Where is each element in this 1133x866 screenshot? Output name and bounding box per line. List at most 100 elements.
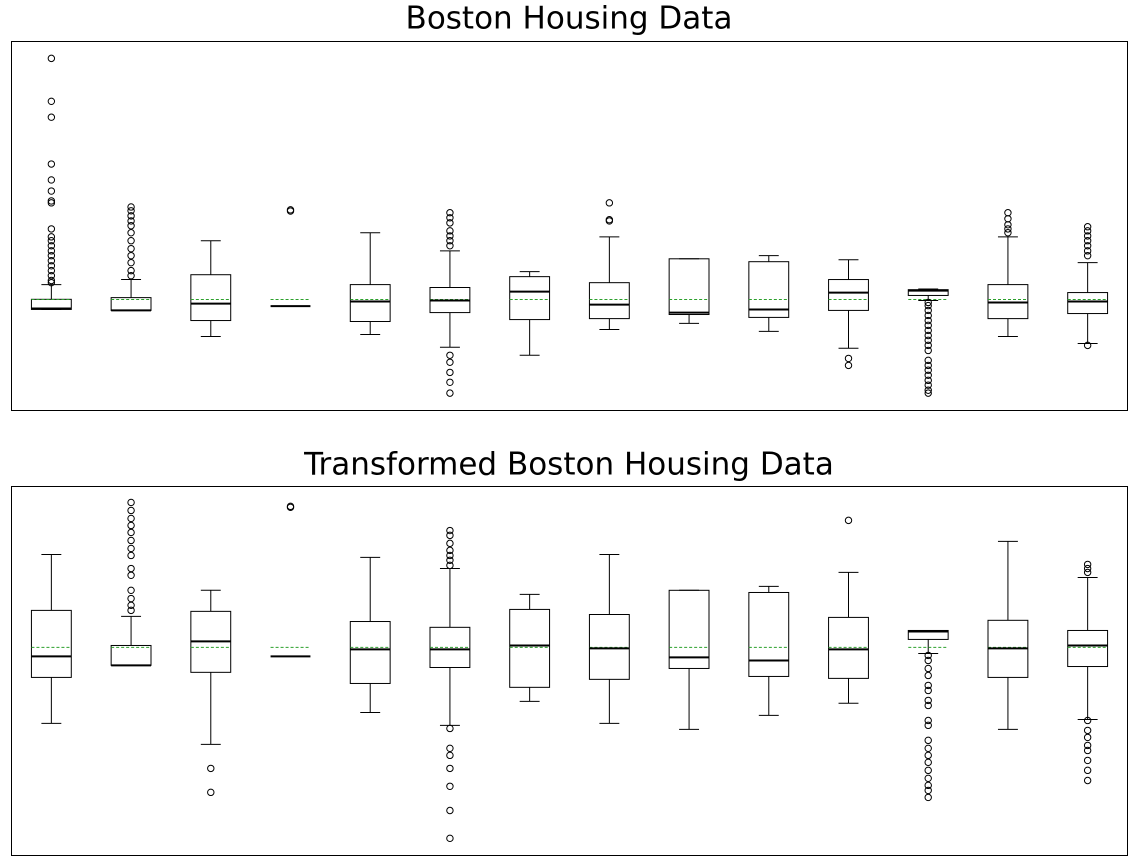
outlier bbox=[47, 278, 56, 287]
box bbox=[588, 282, 630, 320]
outlier bbox=[127, 606, 135, 615]
outlier bbox=[446, 378, 454, 386]
outlier bbox=[924, 766, 932, 775]
outlier bbox=[1083, 564, 1092, 573]
outlier bbox=[47, 97, 56, 106]
outlier bbox=[127, 564, 135, 573]
outlier bbox=[924, 696, 932, 705]
box bbox=[1067, 629, 1109, 668]
outlier bbox=[127, 244, 135, 253]
outlier bbox=[924, 751, 932, 760]
outlier bbox=[47, 160, 56, 168]
outlier bbox=[127, 586, 135, 595]
outlier bbox=[127, 498, 135, 507]
outlier bbox=[127, 571, 135, 580]
box bbox=[748, 261, 790, 318]
box bbox=[509, 276, 551, 321]
outlier bbox=[1083, 223, 1092, 231]
outlier bbox=[446, 782, 454, 790]
outlier bbox=[47, 266, 56, 275]
outlier bbox=[127, 212, 135, 220]
outlier bbox=[127, 203, 135, 211]
outlier bbox=[446, 551, 454, 560]
box bbox=[668, 258, 710, 316]
outlier bbox=[446, 232, 454, 240]
box bbox=[190, 274, 232, 322]
outlier bbox=[446, 834, 454, 843]
outlier bbox=[47, 187, 56, 195]
outlier bbox=[127, 594, 135, 603]
outlier bbox=[47, 262, 56, 270]
outlier bbox=[47, 113, 56, 121]
chart-title: Transformed Boston Housing Data bbox=[303, 447, 834, 483]
outlier bbox=[47, 237, 56, 245]
outlier bbox=[924, 316, 932, 325]
outlier bbox=[446, 546, 454, 555]
outlier bbox=[1083, 247, 1092, 255]
outlier bbox=[127, 551, 135, 560]
outlier bbox=[446, 744, 454, 753]
outlier bbox=[1004, 209, 1012, 217]
outlier bbox=[1083, 242, 1092, 250]
outlier bbox=[446, 214, 454, 222]
box bbox=[30, 609, 72, 678]
outlier bbox=[1083, 251, 1092, 260]
outlier bbox=[127, 544, 135, 553]
outlier bbox=[1004, 225, 1012, 233]
outlier bbox=[47, 233, 56, 241]
box bbox=[668, 589, 710, 669]
outlier bbox=[924, 781, 932, 790]
outlier bbox=[1004, 215, 1012, 223]
outlier bbox=[1083, 237, 1092, 245]
outlier bbox=[924, 389, 932, 397]
outlier bbox=[844, 361, 853, 370]
outlier bbox=[1083, 716, 1092, 725]
outlier bbox=[1004, 229, 1012, 237]
outlier bbox=[127, 266, 135, 275]
outlier bbox=[127, 237, 135, 245]
outlier bbox=[1083, 756, 1092, 765]
outlier bbox=[446, 209, 454, 217]
box bbox=[349, 621, 391, 684]
outlier bbox=[924, 786, 932, 795]
outlier bbox=[127, 258, 135, 267]
outlier bbox=[1083, 560, 1092, 569]
outlier bbox=[1083, 568, 1092, 577]
outlier bbox=[924, 376, 932, 385]
outlier bbox=[924, 331, 932, 340]
outlier bbox=[127, 528, 135, 537]
outlier bbox=[47, 251, 56, 260]
outlier bbox=[47, 257, 56, 265]
outlier bbox=[924, 671, 932, 680]
outlier bbox=[127, 222, 135, 230]
outlier bbox=[924, 366, 932, 374]
outlier bbox=[1004, 221, 1012, 229]
outlier bbox=[446, 751, 454, 760]
outlier bbox=[446, 764, 454, 773]
outlier bbox=[446, 227, 454, 235]
outlier bbox=[924, 701, 932, 710]
box bbox=[509, 608, 551, 688]
outlier bbox=[1083, 776, 1092, 785]
outlier bbox=[127, 251, 135, 260]
outlier bbox=[924, 758, 932, 767]
box bbox=[349, 284, 391, 323]
outlier bbox=[446, 358, 454, 366]
outlier bbox=[1083, 227, 1092, 235]
outlier bbox=[446, 526, 454, 535]
outlier bbox=[47, 242, 56, 250]
outlier bbox=[1083, 232, 1092, 240]
outlier bbox=[446, 219, 454, 227]
outlier bbox=[127, 601, 135, 610]
outlier bbox=[47, 271, 56, 280]
outlier bbox=[924, 301, 932, 310]
outlier bbox=[446, 237, 454, 245]
outlier bbox=[924, 664, 932, 673]
outlier bbox=[47, 54, 56, 63]
box bbox=[748, 591, 790, 677]
outlier bbox=[446, 724, 454, 733]
outlier bbox=[446, 351, 454, 359]
outlier bbox=[924, 326, 932, 335]
outlier bbox=[924, 346, 932, 355]
outlier bbox=[1083, 341, 1092, 350]
